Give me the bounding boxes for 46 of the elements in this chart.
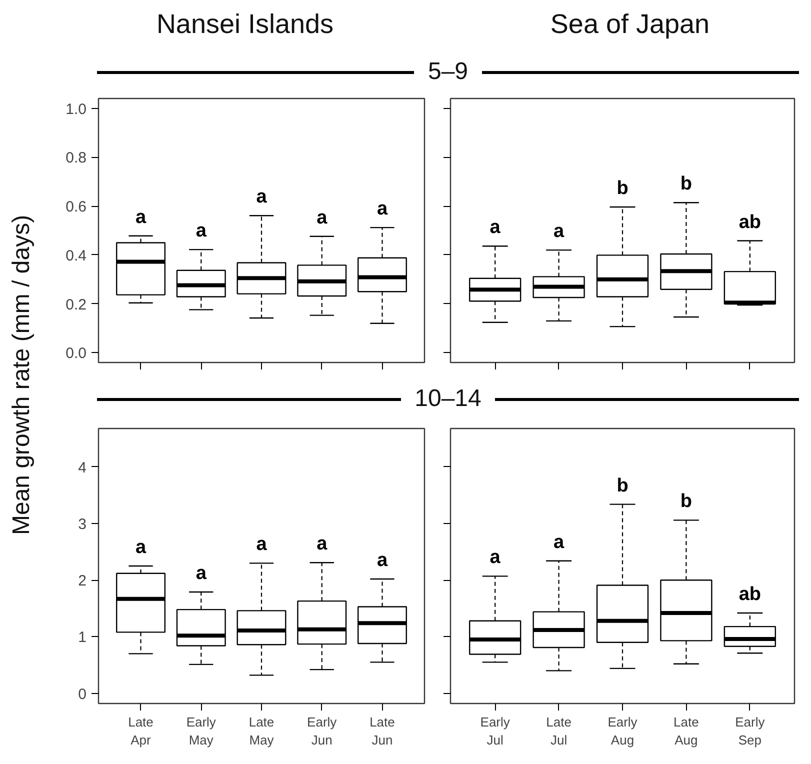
chart-subtitle: 5–9 (428, 56, 468, 87)
annotation: b (616, 475, 628, 496)
annotation: b (680, 174, 692, 195)
annotation: a (316, 207, 328, 228)
chart-title: Sea of Japan (550, 8, 710, 41)
x-tick-label: Late Apr (128, 714, 154, 748)
x-tick-label: Early Jun (307, 714, 338, 748)
y-tick-label: 2 (78, 572, 86, 590)
y-tick-label: 0.0 (66, 345, 87, 362)
y-tick-label: 1.0 (66, 100, 87, 118)
x-tick-label: Late May (248, 714, 274, 748)
annotation: a (196, 220, 207, 242)
annotation: a (316, 534, 328, 555)
x-tick-label: Late Aug (674, 714, 699, 748)
annotation: b (616, 178, 628, 200)
annotation: a (256, 534, 268, 556)
annotation: a (490, 217, 501, 238)
x-tick-label: Early Sep (735, 714, 766, 748)
chart-title: Nansei Islands (156, 8, 334, 41)
y-tick-label: 4 (78, 459, 86, 476)
annotation: a (376, 198, 388, 220)
x-tick-label: Early Jul (480, 714, 510, 748)
x-tick-label: Early May (186, 714, 216, 748)
annotation: b (680, 491, 692, 512)
y-tick-label: 0.2 (66, 296, 87, 314)
annotation: ab (738, 212, 762, 233)
annotation: a (196, 563, 207, 584)
annotation: a (554, 532, 565, 553)
y-tick-label: 0.4 (66, 247, 87, 264)
x-tick-label: Late Jul (546, 714, 572, 748)
annotation: a (490, 547, 501, 568)
x-tick-label: Early Aug (608, 714, 638, 748)
annotation: a (376, 550, 388, 572)
y-axis-title: Mean growth rate (mm / days) (7, 214, 36, 538)
x-tick-label: Late Jun (370, 714, 395, 748)
annotation: a (135, 206, 146, 228)
y-tick-label: 1 (78, 629, 86, 646)
chart-subtitle: 10–14 (414, 384, 482, 414)
annotation: a (554, 221, 565, 242)
annotation: a (256, 186, 268, 208)
y-tick-label: 0.6 (66, 198, 87, 216)
annotation: ab (738, 584, 762, 605)
y-tick-label: 0 (78, 686, 86, 703)
y-tick-label: 3 (78, 516, 86, 534)
y-tick-label: 0.8 (66, 150, 87, 167)
annotation: a (135, 537, 146, 558)
